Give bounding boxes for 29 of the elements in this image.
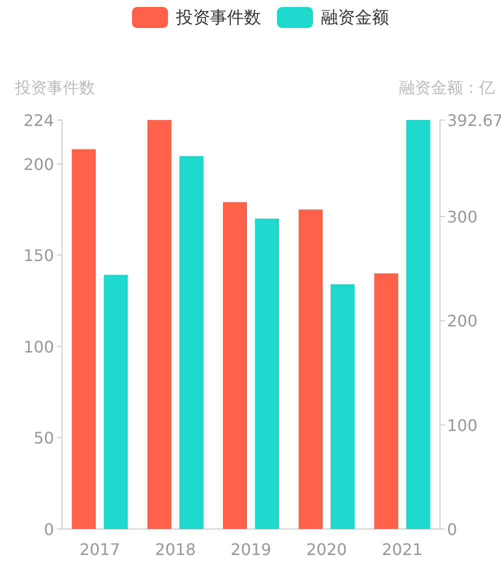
y2-tick-label: 300	[447, 208, 478, 227]
y2-tick-label: 0	[447, 520, 458, 539]
x-tick-label: 2020	[306, 540, 347, 559]
bar	[406, 120, 430, 529]
x-tick-label: 2018	[155, 540, 196, 559]
x-tick-label: 2021	[382, 540, 423, 559]
bar	[374, 273, 398, 529]
y-tick-label: 224	[23, 111, 54, 130]
y2-tick-label: 100	[447, 416, 478, 435]
x-tick-label: 2017	[79, 540, 120, 559]
y2-tick-label: 200	[447, 312, 478, 331]
y2-axis-title: 融资金额：亿	[399, 78, 495, 97]
y-tick-label: 100	[23, 337, 54, 356]
x-tick-label: 2019	[230, 540, 272, 559]
bar	[330, 284, 355, 529]
y-tick-label: 0	[44, 520, 54, 539]
bar	[179, 156, 204, 529]
bar	[255, 218, 279, 529]
legend-label: 融资金额	[321, 8, 389, 28]
bar	[104, 274, 128, 529]
bar	[147, 120, 172, 529]
bar	[72, 149, 96, 529]
legend-label: 投资事件数	[175, 8, 261, 28]
y-tick-label: 50	[34, 428, 54, 448]
y-tick-label: 150	[23, 246, 54, 266]
y-tick-label: 200	[23, 154, 54, 174]
bar	[298, 209, 323, 529]
bar	[223, 202, 247, 529]
y-axis-title: 投资事件数	[14, 78, 95, 97]
